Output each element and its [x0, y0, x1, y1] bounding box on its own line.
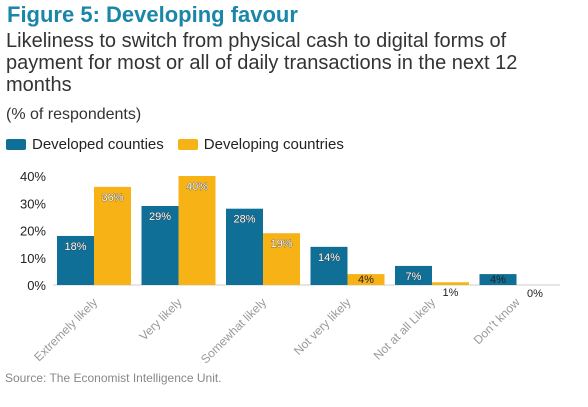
y-tick-label: 20% — [20, 224, 46, 239]
bar-series-2 — [263, 233, 300, 285]
bar-series-1 — [310, 246, 348, 285]
data-label: 40% — [186, 181, 208, 193]
legend-item-series-1: Developed counties — [6, 136, 164, 153]
data-label: 19% — [270, 238, 292, 250]
data-label: 1% — [443, 287, 459, 299]
bar-series-1 — [479, 274, 517, 285]
data-label: 18% — [64, 241, 86, 253]
legend-label-series-1: Developed counties — [32, 135, 164, 153]
data-label: 29% — [149, 211, 171, 223]
data-label: 0% — [527, 288, 543, 300]
bar-series-1 — [226, 208, 263, 285]
figure-unit: (% of respondents) — [6, 106, 142, 123]
figure-subtitle: Likeliness to switch from physical cash … — [6, 30, 518, 96]
x-category-label: Extremely likely — [31, 295, 100, 364]
data-label: 4% — [358, 274, 374, 286]
bar-series-1 — [57, 235, 94, 285]
x-category-label: Very likely — [137, 295, 185, 343]
bar-series-2 — [432, 282, 469, 285]
y-tick-label: 10% — [20, 251, 46, 266]
source-note: Source: The Economist Intelligence Unit. — [5, 371, 222, 385]
legend-swatch-series-1 — [6, 138, 26, 150]
data-label: 28% — [233, 214, 255, 226]
x-category-label: Somewhat likely — [198, 295, 269, 366]
x-category-label: Not at all Likely — [371, 295, 438, 362]
legend-item-series-2: Developing countries — [177, 135, 344, 153]
bar-series-2 — [94, 186, 131, 285]
x-category-label: Don’t know — [471, 295, 523, 347]
data-label: 7% — [406, 271, 422, 283]
bar-series-1 — [141, 205, 179, 285]
bar-series-2 — [347, 274, 385, 285]
y-tick-label: 30% — [20, 196, 46, 211]
data-label: 14% — [318, 252, 340, 264]
chart-legend: Developed counties Developing countries — [6, 135, 358, 153]
legend-swatch-series-2 — [177, 138, 198, 150]
y-tick-label: 40% — [20, 169, 46, 184]
data-label: 4% — [490, 274, 506, 286]
bar-chart: 0% 10% 20% 30% 40% 18% 36% Extremely likely 29% 4… — [20, 169, 560, 366]
bar-series-1 — [395, 265, 432, 285]
data-label: 36% — [101, 192, 123, 204]
legend-label-series-2: Developing countries — [203, 135, 344, 153]
bar-series-2 — [178, 176, 216, 285]
y-tick-label: 0% — [27, 278, 46, 293]
x-category-label: Not very likely — [291, 295, 354, 358]
figure-title: Figure 5: Developing favour — [7, 2, 298, 27]
